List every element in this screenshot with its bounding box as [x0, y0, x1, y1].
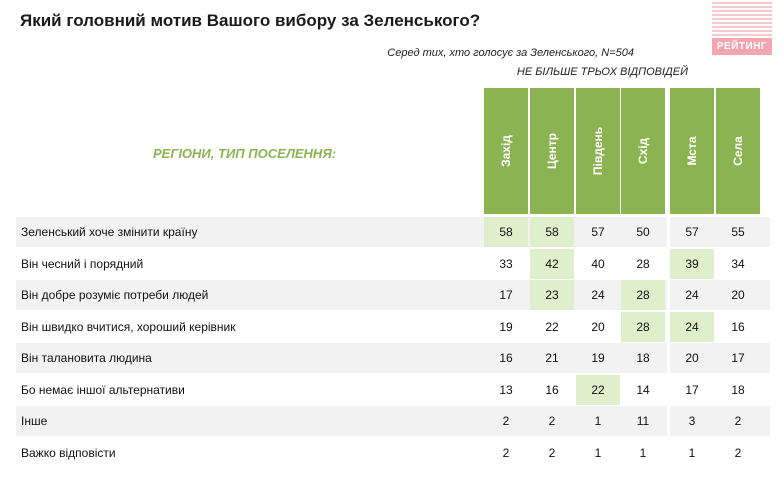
- table-cell: 18: [731, 382, 745, 397]
- table-cell: 19: [499, 319, 513, 334]
- table-cell: 2: [502, 445, 510, 460]
- table-cell: 20: [685, 351, 699, 365]
- table-cell: 28: [621, 280, 665, 310]
- column-header-label: Села: [731, 136, 745, 166]
- table-cell: 55: [731, 225, 745, 239]
- row-label: Він чесний і порядний: [21, 256, 144, 271]
- table-cell: 20: [591, 319, 605, 334]
- table-cell: 2: [548, 414, 556, 428]
- column-header: Мста: [670, 88, 714, 214]
- table-cell: 33: [499, 256, 513, 271]
- table-cell: 14: [636, 382, 650, 397]
- group-separator: [667, 88, 670, 468]
- table-cell: 40: [591, 256, 605, 271]
- rating-logo: РЕЙТИНГ: [712, 0, 772, 58]
- logo-text: РЕЙТИНГ: [712, 38, 772, 55]
- column-header: Села: [716, 88, 760, 214]
- table-cell: 19: [591, 351, 605, 365]
- table-cell: 1: [639, 445, 647, 460]
- table-cell: 39: [670, 248, 714, 279]
- table-row: Бо немає іншої альтернативи 13 16 22 14 17 18: [16, 374, 770, 405]
- table-row: Він добре розуміє потреби людей 17 23 24 28 2…: [16, 280, 770, 310]
- table-cell: 20: [731, 288, 745, 302]
- page-title: Який головний мотив Вашого вибору за Зел…: [20, 11, 481, 30]
- table-cell: 16: [545, 382, 559, 397]
- answer-limit-note: НЕ БІЛЬШЕ ТРЬОХ ВІДПОВІДЕЙ: [516, 66, 688, 78]
- table-cell: 2: [548, 445, 556, 460]
- table-cell: 2: [502, 414, 510, 428]
- row-label: Він швидко вчитися, хороший керівник: [21, 319, 236, 334]
- table-cell: 24: [670, 311, 714, 342]
- sample-note: Серед тих, хто голосує за Зеленського, N…: [387, 47, 634, 59]
- column-header: Центр: [530, 88, 574, 214]
- table-row: Важко відповісти 2 2 1 1 1 2: [16, 438, 770, 468]
- table-cell: 57: [591, 225, 605, 239]
- table-row: Зеленський хоче змінити країну 58 58 57 50 57…: [16, 217, 770, 247]
- table-cell: 1: [688, 445, 696, 460]
- table-cell: 22: [545, 319, 559, 334]
- table-cell: 1: [594, 445, 602, 460]
- table-cell: 17: [731, 351, 745, 365]
- table-cell: 24: [591, 288, 605, 302]
- table-cell: 18: [636, 351, 650, 365]
- table-cell: 22: [576, 374, 620, 405]
- table-cell: 34: [731, 256, 745, 271]
- table-cell: 13: [499, 382, 513, 397]
- row-label: Бо немає іншої альтернативи: [21, 382, 185, 397]
- table-cell: 17: [499, 288, 513, 302]
- row-label: Він добре розуміє потреби людей: [21, 288, 209, 302]
- table-row: Інше 2 2 1 11 3 2: [16, 406, 770, 436]
- table-cell: 1: [594, 414, 602, 428]
- column-header-label: Мста: [685, 136, 699, 166]
- table-cell: 2: [734, 414, 742, 428]
- column-header: Південь: [576, 88, 620, 214]
- table-cell: 17: [685, 382, 699, 397]
- column-header-label: Південь: [591, 126, 605, 176]
- column-header-label: Захід: [499, 135, 513, 167]
- table-row: Він талановита людина 16 21 19 18 20 17: [16, 343, 770, 373]
- table-cell: 28: [636, 256, 650, 271]
- table-cell: 28: [621, 311, 665, 342]
- table-cell: 42: [530, 248, 574, 279]
- table-cell: 24: [685, 288, 699, 302]
- column-header: Захід: [484, 88, 528, 214]
- column-header: Схід: [621, 88, 665, 214]
- table-cell: 57: [685, 225, 699, 239]
- table-cell: 50: [636, 225, 650, 239]
- table-cell: 58: [484, 217, 528, 247]
- table-cell: 16: [731, 319, 745, 334]
- row-label: Важко відповісти: [21, 445, 116, 460]
- table-cell: 2: [734, 445, 742, 460]
- logo-stripes: [712, 0, 772, 40]
- column-header-label: Схід: [636, 137, 650, 165]
- table-cell: 21: [545, 351, 559, 365]
- table-cell: 23: [530, 280, 574, 310]
- column-header-label: Центр: [545, 132, 559, 170]
- regions-label: РЕГІОНИ, ТИП ПОСЕЛЕННЯ:: [153, 146, 337, 161]
- row-label: Інше: [21, 414, 48, 428]
- row-label: Він талановита людина: [21, 351, 152, 365]
- table-row: Він чесний і порядний 33 42 40 28 39 34: [16, 248, 770, 279]
- row-label: Зеленський хоче змінити країну: [21, 225, 198, 239]
- table-cell: 11: [636, 414, 650, 428]
- table-row: Він швидко вчитися, хороший керівник 19 22…: [16, 311, 770, 342]
- table-cell: 16: [499, 351, 513, 365]
- table-cell: 3: [688, 414, 696, 428]
- table-cell: 58: [530, 217, 574, 247]
